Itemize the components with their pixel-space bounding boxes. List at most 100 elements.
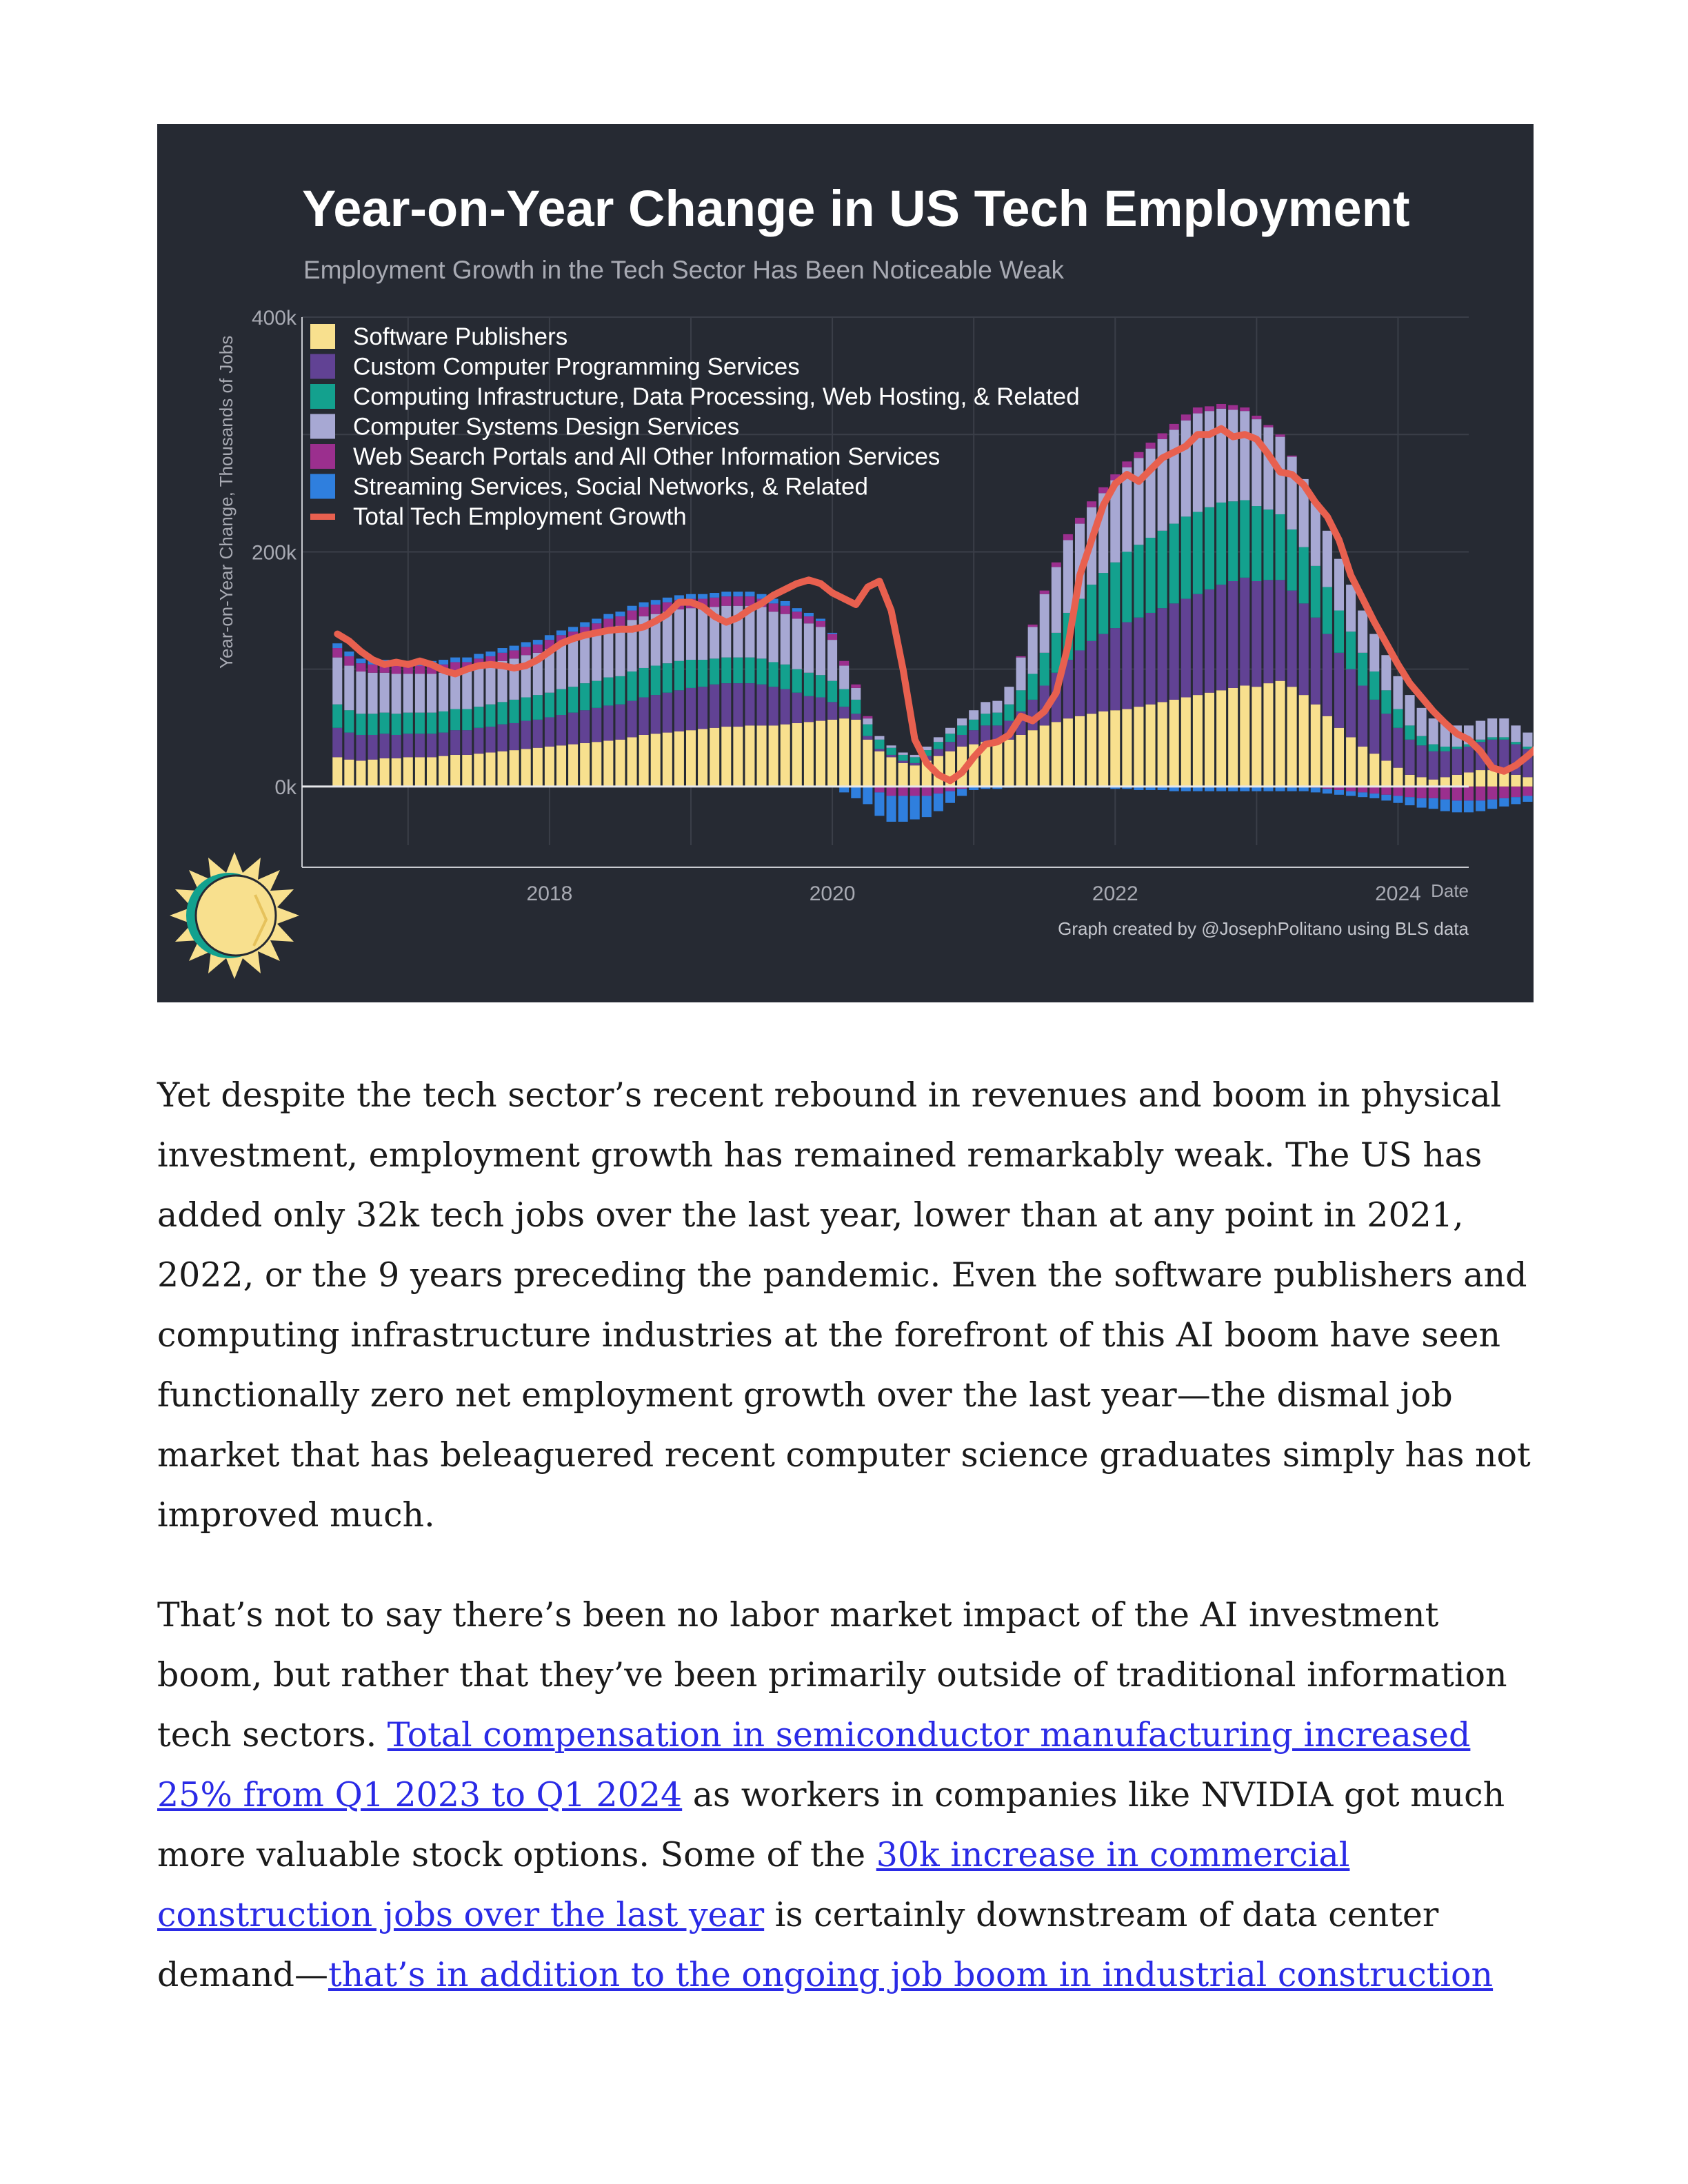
bar-segment: [780, 614, 790, 665]
bar-segment: [509, 699, 519, 723]
bar-segment: [698, 608, 708, 660]
bar-segment: [1322, 789, 1332, 794]
bar-segment: [544, 692, 554, 718]
bar-segment: [1405, 797, 1415, 806]
bar-segment: [1074, 518, 1085, 524]
bar-segment: [815, 618, 826, 621]
bar-segment: [344, 651, 354, 656]
semiconductor-compensation-link[interactable]: Total compensation in semiconductor manu…: [157, 1715, 1471, 1814]
bar-segment: [1381, 786, 1391, 795]
bar-segment: [1180, 420, 1191, 517]
bar-segment: [379, 712, 390, 734]
bar-segment: [1440, 786, 1450, 800]
bar-segment: [556, 745, 567, 787]
bar-segment: [933, 749, 943, 756]
bar-segment: [981, 702, 991, 714]
bar-segment: [745, 592, 755, 597]
bar-segment: [1393, 727, 1403, 768]
bar-segment: [685, 687, 696, 731]
bar-segment: [815, 697, 826, 721]
bar-segment: [1523, 786, 1533, 796]
bar-segment: [1405, 695, 1415, 726]
bar-segment: [945, 727, 956, 734]
bar-segment: [1523, 747, 1533, 749]
bar-segment: [332, 704, 343, 728]
employment-chart: Year-on-Year Change in US Tech Employmen…: [170, 180, 1534, 979]
bar-segment: [1192, 786, 1203, 791]
bar-segment: [981, 742, 991, 787]
bar-segment: [1157, 433, 1167, 440]
bar-segment: [474, 654, 484, 659]
bar-segment: [1063, 540, 1073, 613]
industrial-construction-link[interactable]: that’s in addition to the ongoing job bo…: [328, 1955, 1494, 1994]
bar-segment: [1087, 640, 1097, 714]
bar-segment: [1334, 789, 1345, 795]
bar-segment: [698, 687, 708, 729]
bar-segment: [1511, 725, 1521, 742]
bar-segment: [344, 656, 354, 666]
bar-segment: [945, 742, 956, 751]
bar-segment: [332, 657, 343, 705]
bar-segment: [1334, 558, 1345, 611]
bar-segment: [1511, 774, 1521, 787]
bar-segment: [497, 702, 508, 725]
bar-segment: [1451, 800, 1462, 813]
bar-segment: [662, 692, 672, 733]
bar-segment: [627, 605, 637, 611]
bar-segment: [745, 725, 755, 787]
bar-segment: [851, 684, 861, 688]
bar-segment: [426, 734, 437, 758]
bar-segment: [532, 644, 543, 653]
bar-segment: [839, 707, 850, 719]
bar-segment: [1428, 744, 1438, 751]
legend-swatch: [310, 444, 335, 469]
bar-segment: [1074, 716, 1085, 787]
bar-segment: [544, 747, 554, 787]
bar-segment: [685, 608, 696, 660]
bar-segment: [662, 732, 672, 787]
bar-segment: [414, 712, 425, 734]
bar-segment: [356, 760, 366, 787]
bar-segment: [815, 720, 826, 787]
bar-segment: [768, 603, 778, 612]
bar-segment: [1287, 456, 1297, 530]
bar-segment: [1428, 779, 1438, 787]
bar-segment: [1428, 786, 1438, 798]
commercial-construction-link[interactable]: 30k increase in commercial construction …: [157, 1835, 1350, 1934]
bar-segment: [368, 759, 378, 787]
bar-segment: [945, 786, 956, 791]
bar-segment: [1346, 786, 1356, 791]
bar-segment: [568, 627, 579, 632]
bar-segment: [1157, 786, 1167, 790]
bar-segment: [1204, 507, 1215, 589]
bar-segment: [851, 714, 861, 720]
bar-segment: [981, 714, 991, 726]
bar-segment: [650, 734, 661, 787]
bar-segment: [639, 734, 649, 787]
bar-segment: [780, 724, 790, 787]
bar-segment: [662, 663, 672, 693]
bar-segment: [1369, 754, 1380, 787]
bar-segment: [1405, 774, 1415, 787]
bar-segment: [1228, 501, 1238, 581]
bar-segment: [1428, 798, 1438, 809]
paragraph-2-text-c: is certainly downstream of data center d…: [157, 1895, 1439, 1994]
bar-segment: [1346, 669, 1356, 738]
bar-segment: [674, 660, 684, 691]
bar-segment: [957, 786, 967, 789]
bar-segment: [698, 594, 708, 599]
bar-segment: [1381, 690, 1391, 714]
bar-segment: [1287, 687, 1297, 787]
bar-segment: [1523, 796, 1533, 802]
bar-segment: [992, 742, 1003, 787]
bar-segment: [674, 690, 684, 731]
bar-segment: [874, 739, 885, 749]
bar-segment: [780, 600, 790, 606]
bar-segment: [721, 605, 732, 658]
bar-segment: [863, 736, 873, 740]
legend-label: Computer Systems Design Services: [353, 414, 739, 441]
bar-segment: [1240, 786, 1250, 791]
bar-segment: [497, 660, 508, 702]
bar-segment: [1027, 627, 1038, 674]
bar-segment: [756, 725, 767, 787]
